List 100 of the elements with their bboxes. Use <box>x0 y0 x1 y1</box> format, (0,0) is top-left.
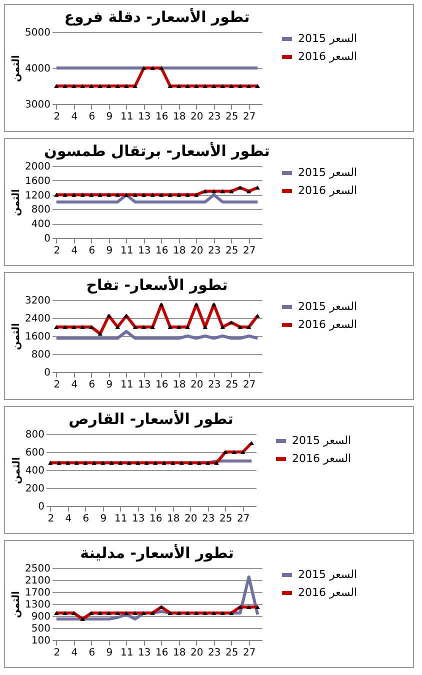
y-tick-label: 400 <box>31 219 50 230</box>
chart-title: تطور الأسعار- القارص <box>68 409 234 428</box>
legend-label: السعر 2016 <box>298 50 358 63</box>
x-tick-label: 25 <box>226 112 238 122</box>
x-tick-label: 4 <box>71 380 78 390</box>
y-tick-label: 1600 <box>25 176 50 187</box>
x-tick-label: 23 <box>202 514 215 524</box>
y-tick-label: 800 <box>31 350 50 360</box>
y-tick-label: 0 <box>44 234 50 244</box>
y-tick-label: 100 <box>31 636 50 646</box>
x-tick-label: 16 <box>156 112 168 122</box>
x-tick-label: 13 <box>138 112 151 122</box>
y-axis-title: الثمن <box>11 457 22 484</box>
chart-title: تطور الأسعار- دقلة فروع <box>64 7 250 26</box>
x-tick-label: 16 <box>150 514 162 524</box>
x-tick-label: 6 <box>82 514 90 524</box>
x-tick-label: 9 <box>100 514 107 524</box>
y-tick-label: 0 <box>38 502 44 512</box>
x-tick-label: 16 <box>156 380 168 390</box>
x-tick-label: 4 <box>71 246 78 256</box>
x-tick-label: 11 <box>120 648 134 658</box>
x-tick-label: 11 <box>120 380 134 390</box>
x-tick-label: 2 <box>54 246 60 256</box>
x-tick-label: 18 <box>173 380 186 390</box>
x-tick-label: 9 <box>106 112 113 122</box>
x-tick-label: 18 <box>173 648 186 658</box>
x-tick-label: 16 <box>156 648 168 658</box>
y-tick-label: 2100 <box>25 576 50 586</box>
y-tick-label: 0 <box>44 368 50 378</box>
y-tick-label: 200 <box>25 484 44 494</box>
x-tick-label: 18 <box>173 112 186 122</box>
x-tick-label: 11 <box>120 246 134 256</box>
x-tick-label: 6 <box>88 380 96 390</box>
legend-label: السعر 2016 <box>298 586 358 599</box>
x-tick-label: 23 <box>208 112 221 122</box>
y-tick-label: 600 <box>25 448 44 458</box>
x-tick-label: 2 <box>54 112 60 122</box>
chart-title: تطور الأسعار- برتقال طمسون <box>44 141 270 160</box>
y-tick-label: 900 <box>31 612 50 622</box>
legend-label: السعر 2015 <box>298 166 358 179</box>
y-tick-label: 3000 <box>25 100 50 110</box>
x-tick-label: 13 <box>132 514 145 524</box>
x-tick-label: 9 <box>106 246 113 256</box>
x-tick-label: 6 <box>88 112 96 122</box>
legend-label: السعر 2015 <box>292 434 352 447</box>
y-tick-label: 1200 <box>25 190 50 202</box>
y-axis-title: الثمن <box>11 55 22 82</box>
x-tick-label: 20 <box>190 112 204 122</box>
line-series <box>54 302 260 336</box>
x-tick-label: 18 <box>167 514 180 524</box>
x-tick-label: 2 <box>48 514 54 524</box>
x-tick-label: 2 <box>54 380 60 390</box>
x-tick-label: 20 <box>184 514 198 524</box>
legend-label: السعر 2016 <box>298 318 358 331</box>
x-tick-label: 27 <box>243 112 256 122</box>
x-tick-label: 20 <box>190 380 204 390</box>
y-tick-label: 2500 <box>25 564 50 574</box>
legend-label: السعر 2016 <box>292 452 352 465</box>
y-tick-label: 1600 <box>25 332 50 342</box>
x-tick-label: 16 <box>156 246 168 256</box>
y-tick-label: 800 <box>25 430 44 440</box>
x-tick-label: 6 <box>88 246 96 256</box>
x-tick-label: 13 <box>138 246 151 256</box>
x-tick-label: 23 <box>208 246 221 256</box>
chart-title: تطور الأسعار- مدلينة <box>80 543 234 562</box>
x-tick-label: 23 <box>208 380 221 390</box>
y-tick-label: 800 <box>31 204 50 216</box>
x-tick-label: 20 <box>190 246 204 256</box>
x-tick-label: 13 <box>138 648 151 658</box>
y-tick-label: 400 <box>25 466 44 476</box>
x-tick-label: 25 <box>226 246 238 256</box>
y-tick-label: 1300 <box>25 600 50 610</box>
y-tick-label: 5000 <box>25 28 50 38</box>
x-tick-label: 6 <box>88 648 96 658</box>
x-tick-label: 23 <box>208 648 221 658</box>
x-tick-label: 4 <box>65 514 72 524</box>
y-tick-label: 1700 <box>25 588 50 598</box>
chart-title: تطور الأسعار- تفاح <box>86 275 228 294</box>
legend-label: السعر 2016 <box>298 184 358 197</box>
y-axis-title: الثمن <box>11 189 22 216</box>
legend-label: السعر 2015 <box>298 568 358 581</box>
y-tick-label: 2400 <box>25 314 50 324</box>
y-tick-label: 2000 <box>25 162 50 172</box>
x-tick-label: 9 <box>106 648 113 658</box>
x-tick-label: 25 <box>226 380 238 390</box>
y-tick-label: 500 <box>31 624 50 634</box>
x-tick-label: 27 <box>243 380 256 390</box>
x-tick-label: 27 <box>237 514 250 524</box>
x-tick-label: 27 <box>243 648 256 658</box>
x-tick-label: 9 <box>106 380 113 390</box>
x-tick-label: 4 <box>71 112 78 122</box>
legend-label: السعر 2015 <box>298 300 358 313</box>
y-tick-label: 3200 <box>25 296 50 306</box>
x-tick-label: 13 <box>138 380 151 390</box>
y-tick-label: 4000 <box>25 64 50 74</box>
x-tick-label: 25 <box>226 648 238 658</box>
x-tick-label: 25 <box>220 514 232 524</box>
x-tick-label: 27 <box>243 246 256 256</box>
x-tick-label: 18 <box>173 246 186 256</box>
x-tick-label: 2 <box>54 648 60 658</box>
